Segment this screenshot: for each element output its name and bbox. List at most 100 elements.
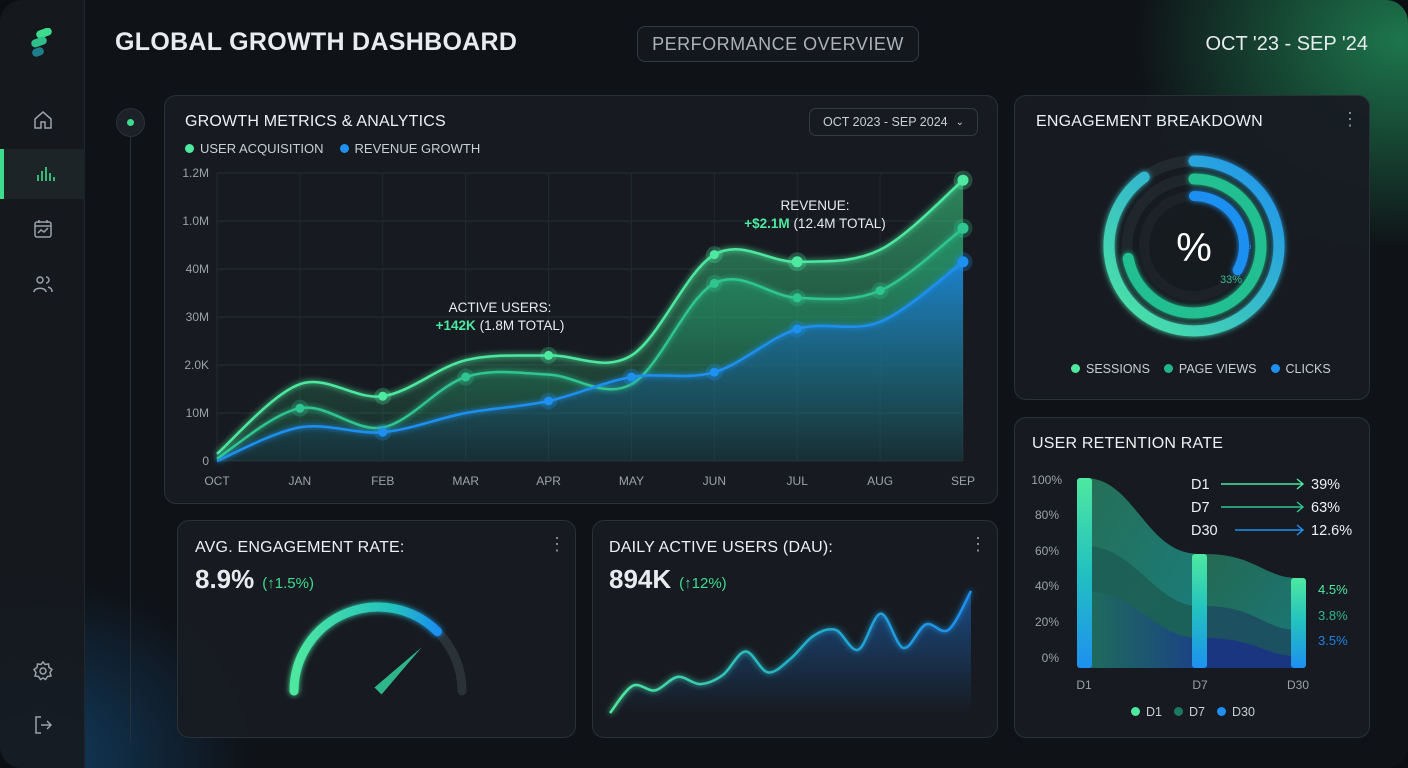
- card-title: GROWTH METRICS & ANALYTICS: [185, 113, 446, 130]
- date-range-select[interactable]: OCT 2023 - SEP 2024 ⌄: [809, 108, 978, 136]
- x-tick: D30: [1287, 678, 1309, 692]
- data-point[interactable]: [957, 222, 969, 234]
- data-point[interactable]: [295, 403, 305, 413]
- timeline-dot: [116, 108, 145, 137]
- x-tick-label: JUL: [787, 474, 809, 488]
- x-tick-label: FEB: [371, 474, 394, 488]
- sidebar-item-home[interactable]: [0, 95, 85, 145]
- date-range-label: OCT '23 - SEP '24: [1205, 33, 1368, 55]
- annotation-revenue-label: REVENUE:: [780, 198, 849, 213]
- svg-text:100%: 100%: [1031, 473, 1062, 487]
- dau-sparkline: [609, 590, 973, 714]
- dau-line: [609, 590, 973, 714]
- retention-band-d30: [1085, 591, 1199, 668]
- bar-chart-icon: [36, 167, 55, 181]
- data-point[interactable]: [709, 367, 719, 377]
- svg-text:20%: 20%: [1035, 615, 1059, 629]
- series-line-1: [216, 227, 964, 460]
- sidebar-item-users[interactable]: [0, 259, 85, 309]
- gear-icon: [32, 660, 53, 681]
- data-point[interactable]: [544, 396, 554, 406]
- card-title: AVG. ENGAGEMENT RATE:: [195, 539, 405, 556]
- sidebar-item-logout[interactable]: [0, 700, 85, 750]
- data-point[interactable]: [957, 174, 969, 186]
- dau-metric: 894K (↑12%): [609, 564, 727, 595]
- data-point[interactable]: [957, 256, 969, 268]
- data-point[interactable]: [378, 427, 388, 437]
- legend-d30: D30: [1216, 705, 1255, 719]
- x-tick: D7: [1192, 678, 1208, 692]
- svg-text:D1: D1: [1191, 477, 1210, 493]
- engagement-value: 8.9%: [195, 564, 255, 594]
- end-value-d7: 3.8%: [1318, 608, 1348, 623]
- dau-card: DAILY ACTIVE USERS (DAU): ⋮ 894K (↑12%): [592, 520, 998, 738]
- end-value-d30: 3.5%: [1318, 633, 1348, 648]
- card-title: USER RETENTION RATE: [1032, 435, 1224, 452]
- data-point[interactable]: [626, 372, 636, 382]
- svg-text:39%: 39%: [1311, 477, 1340, 493]
- more-options-icon[interactable]: ⋮: [1341, 109, 1359, 129]
- retention-bar-d1: [1077, 478, 1092, 668]
- logo-icon: [31, 28, 52, 57]
- engagement-ring-2: [1139, 191, 1249, 301]
- engagement-legend: SESSIONS PAGE VIEWS CLICKS: [1071, 362, 1331, 376]
- sidebar-item-analytics[interactable]: [0, 149, 85, 199]
- chart-legend: USER ACQUISITION REVENUE GROWTH: [185, 141, 480, 156]
- end-value-d1: 4.5%: [1318, 582, 1348, 597]
- legend-sessions: SESSIONS: [1071, 362, 1150, 376]
- calendar-chart-icon: [33, 220, 52, 238]
- engagement-ring-1: [1121, 173, 1267, 319]
- annotation-revenue-value: +$2.1M (12.4M TOTAL): [744, 216, 885, 231]
- sidebar: [0, 0, 85, 768]
- retention-bar-d7: [1192, 554, 1207, 668]
- data-point[interactable]: [875, 286, 885, 296]
- engagement-change: (↑1.5%): [262, 575, 314, 592]
- avg-engagement-card: AVG. ENGAGEMENT RATE: ⋮ 8.9% (↑1.5%): [177, 520, 576, 738]
- data-point[interactable]: [792, 324, 802, 334]
- retention-bar-d30: [1291, 578, 1306, 668]
- y-tick-label: 40M: [186, 262, 209, 276]
- svg-text:D30: D30: [1191, 523, 1218, 539]
- data-point[interactable]: [791, 256, 803, 268]
- annotation-users-label: ACTIVE USERS:: [449, 300, 552, 315]
- data-point[interactable]: [461, 372, 471, 382]
- x-tick-label: OCT: [204, 474, 230, 488]
- users-icon: [32, 276, 53, 293]
- sidebar-item-calendar[interactable]: [0, 204, 85, 254]
- svg-text:63%: 63%: [1311, 500, 1340, 516]
- logout-icon: [34, 716, 52, 734]
- y-tick-label: 10M: [186, 406, 209, 420]
- annotation-users-value: +142K (1.8M TOTAL): [436, 318, 565, 333]
- center-percent: %: [1176, 226, 1212, 270]
- data-point[interactable]: [792, 293, 802, 303]
- more-options-icon[interactable]: ⋮: [548, 534, 566, 554]
- date-range-value: OCT 2023 - SEP 2024: [822, 115, 948, 129]
- data-point[interactable]: [709, 278, 719, 288]
- data-point[interactable]: [378, 391, 388, 401]
- svg-text:0%: 0%: [1042, 651, 1060, 665]
- dau-area: [610, 591, 971, 713]
- home-icon: [33, 111, 52, 129]
- legend-user-acquisition: USER ACQUISITION: [185, 141, 324, 156]
- retention-chart: 100% 80% 60% 40% 20% 0% D1 D7 D30 D1 39% …: [1031, 473, 1352, 692]
- dau-change: (↑12%): [679, 575, 727, 592]
- y-tick-label: 0: [202, 454, 209, 468]
- data-point[interactable]: [544, 350, 554, 360]
- performance-overview-tab[interactable]: PERFORMANCE OVERVIEW: [637, 26, 919, 62]
- engagement-donut: % % 33%: [1103, 155, 1285, 337]
- engagement-ring-0: [1103, 155, 1285, 337]
- svg-text:12.6%: 12.6%: [1311, 523, 1352, 539]
- engagement-gauge: [289, 602, 467, 696]
- clicks-percent-label: %: [1243, 241, 1252, 252]
- legend-d1: D1: [1131, 705, 1162, 719]
- data-point[interactable]: [709, 250, 719, 260]
- retention-callouts: D1 39% D7 63% D30 12.6%: [1191, 477, 1352, 539]
- sidebar-item-settings[interactable]: [0, 646, 85, 696]
- x-tick-label: AUG: [867, 474, 893, 488]
- svg-text:40%: 40%: [1035, 579, 1059, 593]
- series-line-0: [216, 179, 964, 455]
- card-title: ENGAGEMENT BREAKDOWN: [1036, 113, 1263, 130]
- series-area-2: [217, 261, 963, 461]
- engagement-breakdown-card: ENGAGEMENT BREAKDOWN ⋮ % % 33% SESSIONS …: [1014, 95, 1370, 400]
